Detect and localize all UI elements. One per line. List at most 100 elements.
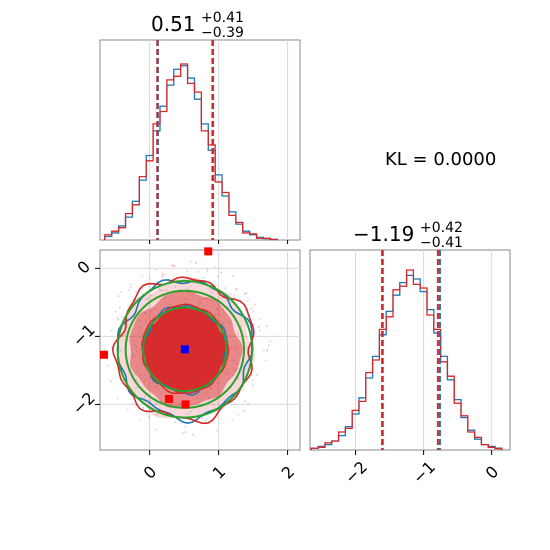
scatter-point [208,396,210,399]
scatter-point [186,413,189,416]
right-x-tick-label: −1 [409,457,439,487]
joint-y-tick-label: −2 [69,388,99,418]
scatter-point [160,289,162,292]
scatter-point [154,428,157,431]
scatter-point [269,340,272,343]
histogram-step-red [104,63,278,241]
scatter-point [216,309,219,312]
scatter-point [196,396,199,399]
scatter-point [156,413,158,416]
scatter-point [141,274,144,277]
scatter-point [139,418,142,421]
title-x-minus: −0.39 [201,25,244,41]
scatter-point [143,373,146,376]
scatter-point [214,266,216,268]
scatter-point [107,364,110,367]
scatter-point [221,322,224,324]
panel-marginal-x: 0.51 +0.41 −0.39 [99,10,301,244]
scatter-point [178,402,181,405]
scatter-point [233,369,235,371]
scatter-point [129,283,132,286]
scatter-point [222,307,225,310]
scatter-point [232,275,234,277]
scatter-point [139,319,141,322]
scatter-point [110,380,113,383]
scatter-point [132,402,135,405]
scatter-point [186,287,189,290]
scatter-point [110,329,113,332]
scatter-point [144,311,147,314]
scatter-point [182,432,185,435]
scatter-point [154,385,157,388]
scatter-point [235,362,237,365]
right-x-tick-label: −2 [341,457,371,487]
scatter-point [138,373,141,376]
scatter-point [258,318,261,320]
scatter-point [138,326,141,328]
marker-red-square [181,400,190,409]
scatter-point [120,315,123,318]
scatter-point [118,306,121,309]
histogram-step-red [310,269,503,450]
scatter-point [148,399,151,402]
scatter-point [161,272,164,275]
marker-blue-square [180,345,189,354]
scatter-point [135,386,138,389]
scatter-point [165,289,168,292]
scatter-point [196,270,199,273]
marker-red-square [100,350,108,359]
scatter-point [148,278,151,280]
scatter-point [257,326,260,329]
scatter-point [174,285,177,288]
scatter-point [266,348,269,351]
scatter-point [251,384,254,387]
scatter-point [247,403,250,405]
scatter-point [235,287,238,290]
scatter-point [233,296,236,299]
scatter-point [232,348,235,351]
scatter-point [153,316,156,318]
scatter-point [204,297,207,300]
scatter-point [155,269,158,271]
scatter-point [206,270,209,272]
scatter-point [240,315,243,318]
scatter-point [138,380,140,383]
scatter-point [264,359,267,362]
panel-joint: 0 1 2 0 −1 −2 [69,247,301,483]
axes-frame-right [309,249,511,451]
scatter-point [202,276,205,279]
right-x-tick-label: 0 [482,462,503,483]
scatter-point [214,314,217,317]
scatter-point [243,400,246,403]
scatter-point [136,365,139,368]
scatter-point [231,360,234,362]
scatter-point [220,271,223,274]
scatter-point [163,297,166,300]
scatter-point [129,363,132,365]
scatter-point [218,319,221,322]
contour-green-inner [142,306,228,393]
scatter-point [129,286,132,289]
scatter-point [192,433,194,436]
scatter-point [233,293,236,296]
scatter-point [143,396,146,399]
scatter-point [123,334,126,336]
scatter-point [184,431,187,434]
scatter-point [205,419,208,422]
joint-x-tick-label: 1 [209,462,230,483]
scatter-point [201,417,203,420]
scatter-point [117,295,120,297]
contour-red-outer [111,276,255,425]
scatter-point [135,378,138,381]
scatter-point [163,294,166,297]
scatter-point [170,264,173,267]
marker-red-square [204,247,213,256]
scatter-point [194,261,197,264]
scatter-point [199,302,202,304]
scatter-point [172,264,174,266]
contour-green-outer [116,279,254,419]
scatter-point [186,270,189,272]
scatter-point [147,415,150,417]
scatter-point [145,298,148,301]
scatter-point [266,350,269,352]
